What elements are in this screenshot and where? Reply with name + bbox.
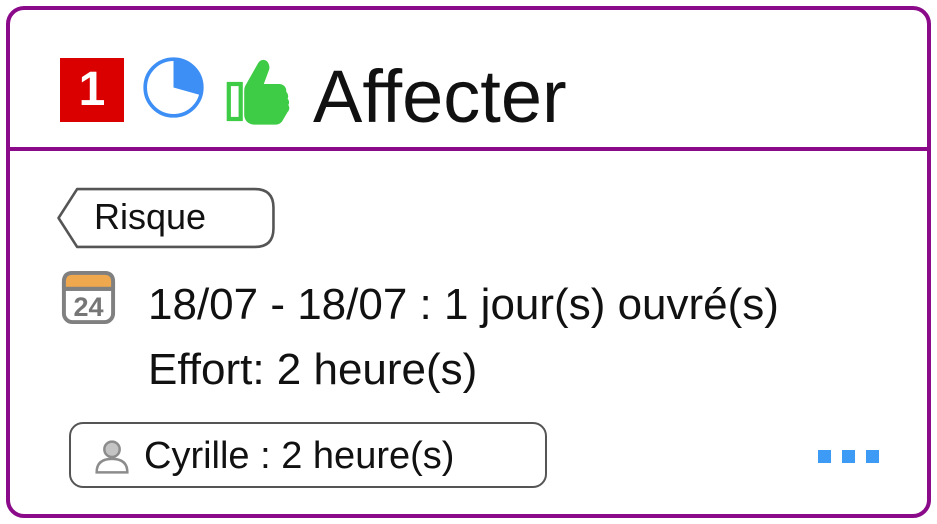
svg-text:24: 24 — [73, 292, 103, 322]
